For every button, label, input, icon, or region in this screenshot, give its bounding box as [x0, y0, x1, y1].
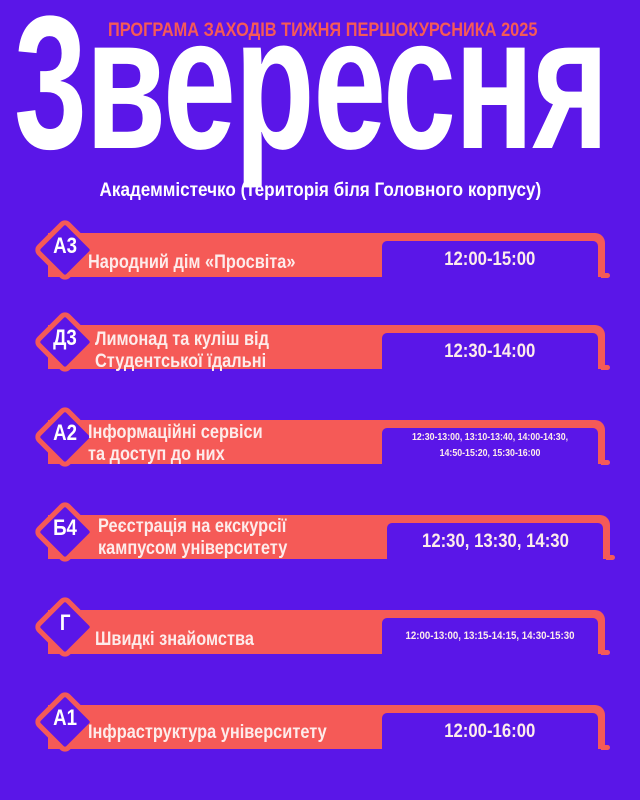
event-title-line: кампусом університету	[98, 538, 288, 559]
location-code-text: Д3	[53, 325, 77, 350]
event-title-line: та доступ до них	[88, 444, 225, 465]
location-code-text: А3	[53, 233, 77, 258]
event-title-line: Студентської їдальні	[95, 351, 267, 372]
location-code: А1	[38, 705, 92, 731]
event-time: 12:30-14:00	[444, 340, 536, 362]
bar-foot	[601, 365, 610, 370]
event-time-box: 12:30, 13:30, 14:30	[387, 523, 603, 559]
location-code: Б4	[38, 515, 92, 541]
location-label: Академмістечко (територія біля Головного…	[99, 180, 541, 201]
event-time-box: 12:00-13:00, 13:15-14:15, 14:30-15:30	[382, 618, 598, 654]
event-time-box: 12:30-14:00	[382, 333, 598, 369]
bar-foot	[601, 745, 610, 750]
bar-foot	[601, 460, 610, 465]
date-title: 3вересня	[14, 0, 609, 189]
location-code: Д3	[38, 325, 92, 351]
bar-foot	[601, 650, 610, 655]
bar-foot	[601, 273, 610, 278]
event-time-box: 12:00-15:00	[382, 241, 598, 277]
event-time-box: 12:30-13:00, 13:10-13:40, 14:00-14:30, 1…	[382, 428, 598, 464]
event-row: 12:30-13:00, 13:10-13:40, 14:00-14:30, 1…	[0, 404, 640, 470]
event-time: 12:00-15:00	[444, 248, 536, 270]
event-row: 12:30-14:00 Д3 Лимонад та куліш від Студент…	[0, 309, 640, 375]
event-time: 12:00-13:00, 13:15-14:15, 14:30-15:30	[405, 629, 575, 642]
event-row: 12:00-13:00, 13:15-14:15, 14:30-15:30 Г Шв…	[0, 594, 640, 660]
bar-foot	[606, 555, 615, 560]
event-title-line: Швидкі знайомства	[95, 629, 254, 650]
event-title-line: Інформаційні сервіси	[88, 422, 263, 443]
event-time: 12:30-13:00, 13:10-13:40, 14:00-14:30, 1…	[411, 432, 569, 459]
event-row: 12:30, 13:30, 14:30 Б4 Реєстрація на екску…	[0, 499, 640, 565]
event-title-line: Інфраструктура університету	[88, 722, 327, 743]
event-title-line: Лимонад та куліш від	[95, 329, 269, 350]
event-row: 12:00-16:00 А1 Інфраструктура університету	[0, 689, 640, 755]
location-code: А2	[38, 420, 92, 446]
location-code-text: А1	[53, 705, 77, 730]
program-subtitle: ПРОГРАМА ЗАХОДІВ ТИЖНЯ ПЕРШОКУРСНИКА 202…	[108, 20, 538, 41]
event-title-line: Реєстрація на екскурсії	[98, 516, 287, 537]
location-code-text: Г	[59, 610, 71, 635]
location-text: Академмістечко (територія біля Головного…	[0, 180, 640, 202]
location-code: А3	[38, 233, 92, 259]
event-time: 12:30, 13:30, 14:30	[421, 530, 569, 552]
location-code-text: А2	[53, 420, 77, 445]
location-code-text: Б4	[53, 515, 77, 540]
event-time: 12:00-16:00	[444, 720, 536, 742]
event-time-box: 12:00-16:00	[382, 713, 598, 749]
event-title-line: Народний дім «Просвіта»	[88, 252, 296, 273]
event-row: 12:00-15:00 А3 Народний дім «Просвіта»	[0, 217, 640, 283]
location-code: Г	[38, 610, 92, 636]
